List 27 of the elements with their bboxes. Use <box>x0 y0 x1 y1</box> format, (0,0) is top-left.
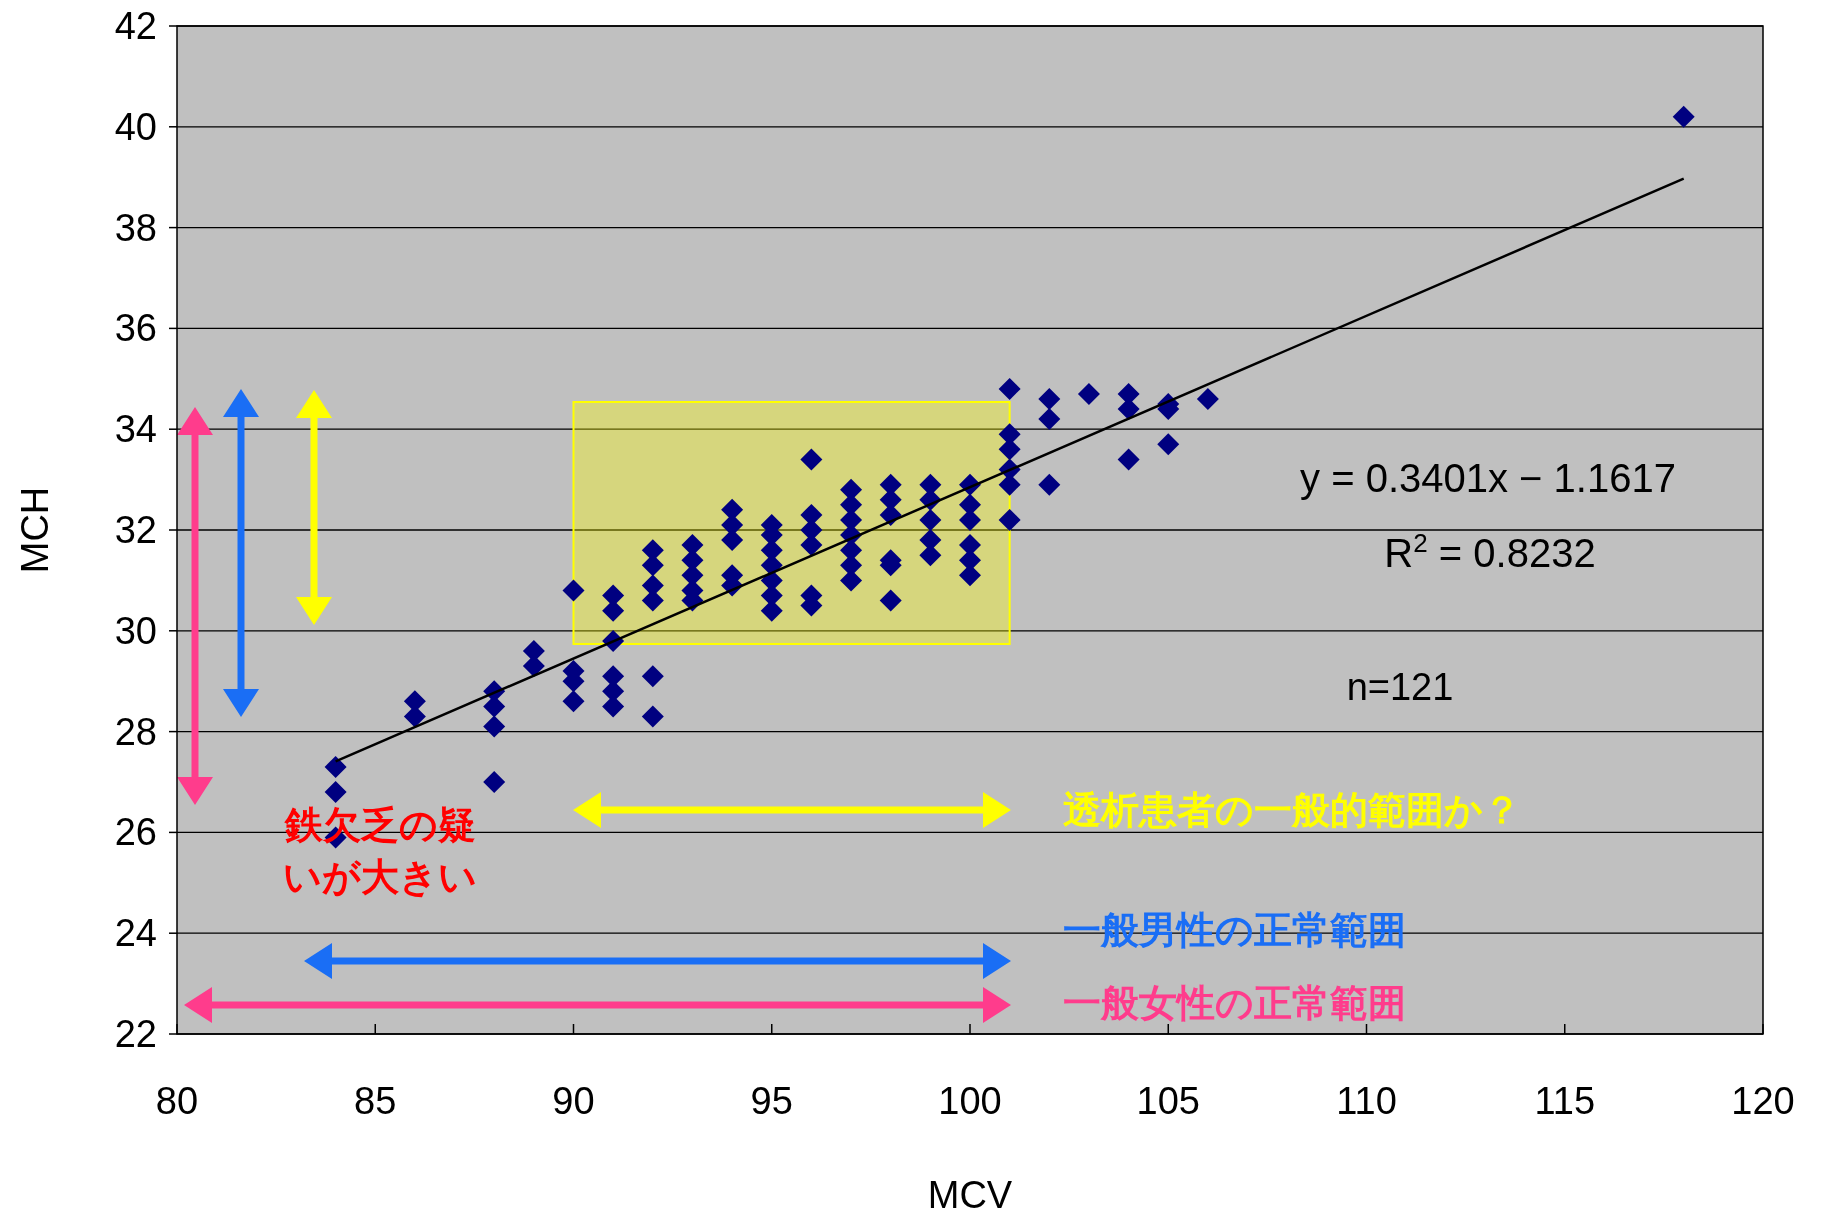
x-tick-label: 120 <box>1731 1080 1795 1122</box>
y-tick-label: 22 <box>114 1013 157 1055</box>
y-tick-label: 24 <box>114 912 157 955</box>
y-tick-label: 26 <box>114 811 157 854</box>
x-tick-label: 115 <box>1534 1080 1596 1122</box>
x-tick-label: 105 <box>1136 1080 1200 1122</box>
y-axis-title: MCH <box>14 486 56 574</box>
y-tick-label: 40 <box>114 105 157 148</box>
y-tick-label: 30 <box>114 609 157 652</box>
annotation: y = 0.3401x − 1.1617 <box>1300 456 1676 500</box>
annotation: n=121 <box>1346 666 1454 708</box>
y-tick-label: 36 <box>114 307 157 350</box>
x-axis-title: MCV <box>927 1174 1013 1216</box>
annotation: 透析患者の一般的範囲か？ <box>1063 789 1521 831</box>
x-tick-label: 80 <box>155 1080 199 1122</box>
annotation: R$^{2}$ = 0.8232 <box>1384 528 1596 575</box>
x-tick-label: 95 <box>750 1080 793 1122</box>
y-tick-label: 38 <box>114 206 157 249</box>
x-tick-label: 85 <box>354 1080 397 1122</box>
annotation: 一般女性の正常範囲 <box>1063 982 1406 1024</box>
y-tick-label: 28 <box>114 710 157 753</box>
x-tick-label: 90 <box>552 1080 595 1122</box>
y-tick-label: 42 <box>114 5 157 47</box>
y-tick-label: 32 <box>114 509 157 551</box>
x-tick-label: 110 <box>1336 1080 1397 1122</box>
y-tick-label: 34 <box>114 408 157 451</box>
x-tick-label: 100 <box>938 1080 1002 1122</box>
